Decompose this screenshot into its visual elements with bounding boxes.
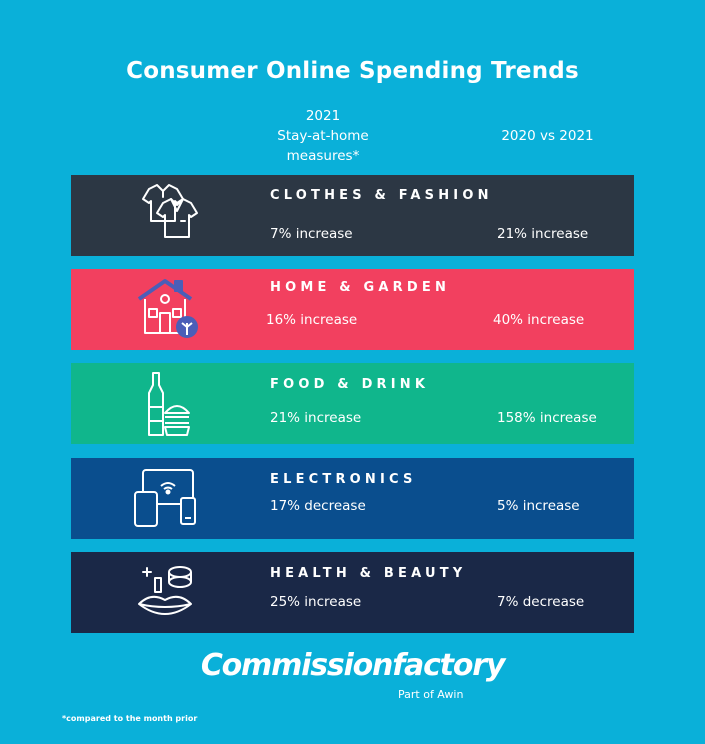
stay-at-home-value: 7% increase (270, 226, 353, 242)
column-header-line: 2021 (305, 108, 341, 124)
category-label: HOME & GARDEN (270, 280, 451, 295)
footnote: *compared to the month prior (62, 714, 198, 723)
yoy-value: 158% increase (497, 410, 597, 426)
logo-subtitle: Part of Awin (398, 688, 464, 701)
column-header-yoy: 2020 vs 2021 (501, 128, 594, 144)
row-food-drink: FOOD & DRINK 21% increase 158% increase (71, 363, 634, 444)
yoy-value: 5% increase (497, 498, 580, 514)
commissionfactory-logo: Commissionfactory Part of Awin (0, 648, 705, 701)
stay-at-home-value: 21% increase (270, 410, 362, 426)
column-header-stay-at-home: 2021 Stay-at-home measures* (258, 106, 388, 166)
row-health-beauty: HEALTH & BEAUTY 25% increase 7% decrease (71, 552, 634, 633)
stay-at-home-value: 17% decrease (270, 498, 366, 514)
stay-at-home-value: 16% increase (266, 312, 358, 328)
column-header-line: measures* (286, 148, 360, 164)
devices-icon (131, 458, 211, 539)
yoy-value: 7% decrease (497, 594, 585, 610)
row-home-garden: HOME & GARDEN 16% increase 40% increase (71, 269, 634, 350)
category-label: FOOD & DRINK (270, 377, 430, 392)
column-header-line: Stay-at-home (277, 128, 369, 144)
row-clothes-fashion: CLOTHES & FASHION 7% increase 21% increa… (71, 175, 634, 256)
category-label: CLOTHES & FASHION (270, 188, 493, 203)
logo-wordmark: Commissionfactory (200, 648, 506, 683)
stay-at-home-value: 25% increase (270, 594, 362, 610)
yoy-value: 40% increase (493, 312, 585, 328)
page-title: Consumer Online Spending Trends (126, 58, 579, 84)
house-icon (131, 269, 211, 350)
clothes-icon (131, 175, 211, 256)
food-drink-icon (131, 363, 211, 444)
category-label: HEALTH & BEAUTY (270, 566, 467, 581)
row-electronics: ELECTRONICS 17% decrease 5% increase (71, 458, 634, 539)
yoy-value: 21% increase (497, 226, 589, 242)
category-label: ELECTRONICS (270, 472, 417, 487)
beauty-icon (131, 552, 211, 633)
